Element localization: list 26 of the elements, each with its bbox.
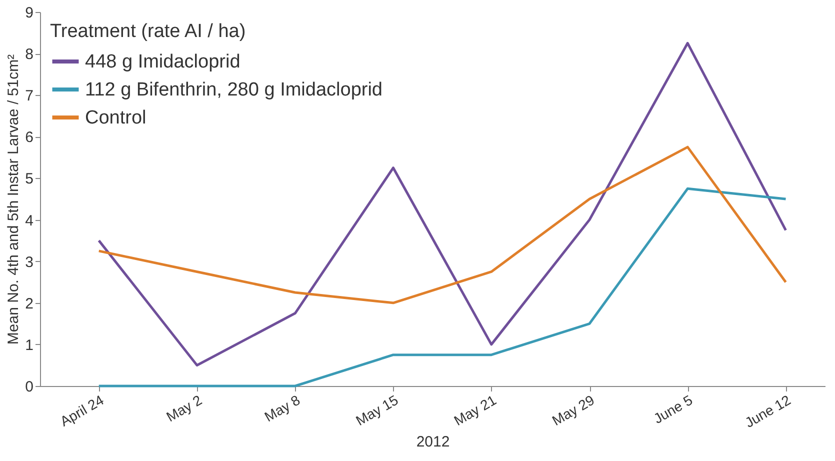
- x-tick-label: June 12: [742, 392, 794, 431]
- legend-title: Treatment (rate AI / ha): [50, 21, 246, 42]
- x-tick-label: May 8: [262, 392, 303, 425]
- line-series: [98, 187, 787, 388]
- y-tick-label: 6: [25, 129, 34, 146]
- y-tick-label: 5: [25, 170, 34, 188]
- y-tick-label: 7: [25, 88, 34, 105]
- y-tick-label: 9: [25, 4, 34, 22]
- legend-label: Control: [85, 108, 146, 128]
- x-tick-label: May 29: [549, 392, 598, 429]
- x-axis-title: 2012: [416, 434, 450, 451]
- y-tick-label: 1: [25, 336, 34, 354]
- x-tick-label: May 15: [352, 392, 401, 429]
- y-tick-label: 4: [25, 212, 34, 230]
- legend-label: 448 g Imidacloprid: [85, 52, 240, 72]
- line-series: [98, 146, 787, 304]
- y-tick-label: 2: [25, 295, 34, 312]
- y-axis-title: Mean No. 4th and 5th Instar Larvae / 51cm²: [5, 54, 22, 345]
- y-tick-label: 8: [25, 46, 34, 64]
- x-tick-label: June 5: [650, 392, 696, 427]
- legend-label: 112 g Bifenthrin, 280 g Imidacloprid: [85, 80, 382, 100]
- x-tick-label: May 21: [451, 392, 500, 429]
- y-tick-label: 3: [25, 254, 34, 271]
- x-tick-label: May 2: [163, 392, 205, 425]
- x-tick-label: April 24: [57, 392, 107, 430]
- y-tick-label: 0: [25, 378, 34, 396]
